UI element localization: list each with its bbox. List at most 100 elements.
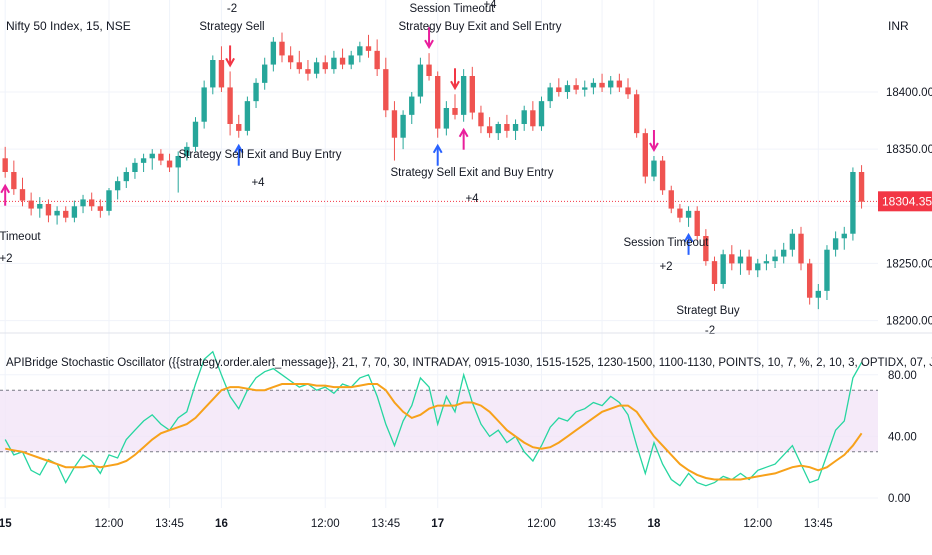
candle-body bbox=[824, 249, 830, 291]
candle-body bbox=[504, 124, 510, 131]
candle-body bbox=[582, 87, 588, 90]
annotation-text: Strategy Buy Exit and Sell Entry bbox=[399, 21, 562, 33]
candle-body bbox=[443, 108, 450, 129]
candle bbox=[538, 96, 545, 131]
candle bbox=[71, 200, 78, 223]
candle-body bbox=[841, 233, 847, 239]
candle-body bbox=[19, 189, 26, 201]
candle bbox=[858, 165, 865, 209]
candle bbox=[642, 128, 648, 184]
candle bbox=[365, 34, 372, 58]
candle-body bbox=[521, 110, 527, 124]
candle bbox=[253, 78, 259, 108]
candle bbox=[763, 254, 770, 271]
candle bbox=[339, 48, 346, 70]
price-tick-label: 18350.00 bbox=[886, 144, 932, 156]
candle-body bbox=[651, 160, 657, 177]
candle bbox=[287, 46, 294, 70]
price-tick-label: 18200.00 bbox=[886, 316, 932, 328]
candle-body bbox=[789, 233, 796, 250]
candle bbox=[711, 256, 718, 291]
annotation-text: +2 bbox=[0, 253, 13, 265]
candle-body bbox=[149, 153, 155, 159]
candle bbox=[244, 96, 251, 136]
candle-body bbox=[374, 50, 380, 70]
annotation-text: Strategy Sell Exit and Buy Entry bbox=[391, 167, 554, 179]
annotation-text: Session Timeout bbox=[409, 3, 495, 15]
candle-body bbox=[564, 85, 571, 92]
candle bbox=[608, 76, 614, 95]
candle bbox=[556, 78, 562, 97]
candle-body bbox=[737, 256, 744, 264]
candle bbox=[54, 206, 60, 225]
candle bbox=[452, 94, 458, 120]
candle bbox=[45, 199, 52, 223]
osc-tick-label: 40.00 bbox=[888, 431, 917, 443]
candle bbox=[63, 206, 69, 223]
candle bbox=[772, 249, 778, 268]
time-tick-label: 17 bbox=[431, 518, 444, 530]
candle bbox=[815, 284, 821, 310]
annotation-text: -2 bbox=[705, 325, 715, 337]
candle-body bbox=[530, 110, 536, 127]
price-tick-label: 18250.00 bbox=[886, 258, 932, 270]
candle bbox=[175, 151, 181, 193]
annotation-text: Timeout bbox=[0, 231, 41, 243]
candle-body bbox=[114, 181, 121, 191]
candle-body bbox=[54, 210, 60, 216]
osc-tick-label: 80.00 bbox=[888, 370, 917, 382]
annotation-text: +2 bbox=[659, 261, 672, 273]
candle bbox=[391, 101, 398, 161]
candle-body bbox=[409, 96, 415, 115]
candle-body bbox=[755, 263, 761, 271]
candle-body bbox=[469, 76, 475, 113]
candle bbox=[218, 46, 225, 92]
candle bbox=[486, 117, 493, 138]
chart-title: Nifty 50 Index, 15, NSE bbox=[6, 19, 131, 33]
candle-body bbox=[832, 238, 839, 250]
candle-body bbox=[192, 121, 199, 147]
time-tick-label: 13:45 bbox=[804, 518, 833, 530]
candle-body bbox=[253, 82, 259, 102]
indicator-label[interactable]: APIBridge Stochastic Oscillator ({{strat… bbox=[6, 357, 932, 369]
price-badge bbox=[878, 191, 932, 212]
candle bbox=[590, 78, 597, 95]
candle-body bbox=[858, 172, 865, 202]
candle-body bbox=[132, 162, 138, 172]
candle bbox=[469, 66, 475, 120]
candle-body bbox=[201, 87, 207, 122]
candle bbox=[37, 197, 43, 218]
candle bbox=[677, 204, 683, 223]
candle bbox=[495, 121, 501, 140]
candle-body bbox=[495, 124, 501, 134]
candle bbox=[547, 82, 553, 108]
candle-body bbox=[166, 160, 173, 168]
candle-body bbox=[599, 82, 605, 88]
signal-arrow-down bbox=[649, 130, 659, 153]
oscillator-axis[interactable]: 0.00 40.00 80.00 bbox=[888, 370, 917, 505]
signal-arrow-up bbox=[432, 143, 443, 166]
candle bbox=[140, 153, 147, 172]
time-tick-label: 12:00 bbox=[527, 518, 556, 530]
candle bbox=[383, 57, 389, 118]
time-tick-label: 12:00 bbox=[95, 518, 124, 530]
signal-arrow-up bbox=[683, 232, 694, 255]
candle bbox=[521, 105, 527, 131]
candle bbox=[685, 206, 692, 227]
candle-body bbox=[89, 199, 95, 207]
candle-body bbox=[244, 101, 251, 131]
candle-body bbox=[806, 263, 813, 298]
time-axis[interactable]: 15 12:00 13:45 16 12:00 13:45 17 12:00 13:45 18 12… bbox=[0, 518, 833, 530]
candle-body bbox=[772, 256, 778, 262]
candle-body bbox=[97, 206, 104, 211]
candle bbox=[201, 80, 207, 129]
candle bbox=[625, 78, 631, 99]
candle bbox=[331, 50, 337, 74]
signal-arrow-up bbox=[0, 183, 11, 206]
candle bbox=[106, 188, 112, 216]
time-tick-label: 16 bbox=[215, 518, 228, 530]
candle-body bbox=[633, 94, 640, 134]
annotation-text: Strategy Sell Exit and Buy Entry bbox=[179, 149, 342, 161]
candle bbox=[729, 245, 735, 271]
